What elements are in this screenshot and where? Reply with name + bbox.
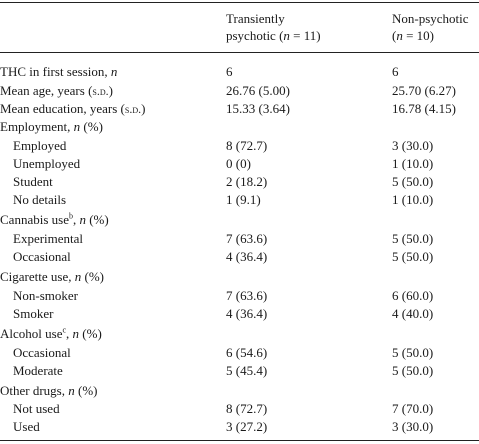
row-label-text: , <box>66 326 73 341</box>
row-label: Moderate <box>13 363 63 378</box>
row-label-sd: s.d. <box>92 84 109 98</box>
row-label: Alcohol usec, n (%) <box>0 324 102 343</box>
row-label-text: Cannabis use <box>0 212 69 227</box>
cell-transiently-psychotic: 4 (36.4) <box>226 249 268 264</box>
row-label: Mean education, years (s.d.) <box>0 99 145 119</box>
cell-non-psychotic: 6 (60.0) <box>392 288 434 303</box>
header-n: n <box>283 28 290 43</box>
cell-non-psychotic: 16.78 (4.15) <box>392 101 456 116</box>
cell-transiently-psychotic: 15.33 (3.64) <box>226 101 290 116</box>
cell-transiently-psychotic: 8 (72.7) <box>226 401 268 416</box>
cell-transiently-psychotic: 0 (0) <box>226 156 251 171</box>
cell-non-psychotic: 1 (10.0) <box>392 156 434 171</box>
row-label: Experimental <box>13 231 84 246</box>
cell-non-psychotic: 3 (30.0) <box>392 419 434 434</box>
header-text: = 10) <box>402 28 435 43</box>
column-header-line2: (n = 10) <box>392 27 469 44</box>
cell-non-psychotic: 7 (70.0) <box>392 401 434 416</box>
row-label: No details <box>13 192 67 207</box>
cell-transiently-psychotic: 7 (63.6) <box>226 288 268 303</box>
row-label-text: Mean education, years ( <box>0 101 125 116</box>
footnote-marker: b <box>68 211 73 221</box>
row-label: Employment, n (%) <box>0 117 103 136</box>
row-label-text: ) <box>141 101 146 116</box>
row-label: Student <box>13 174 53 189</box>
row-label-text: (%) <box>74 383 98 398</box>
row-label-text: (%) <box>79 326 102 341</box>
header-text: psychotic ( <box>226 28 284 43</box>
cell-transiently-psychotic: 2 (18.2) <box>226 174 268 189</box>
row-label: Cigarette use, n (%) <box>0 267 104 286</box>
cell-non-psychotic: 3 (30.0) <box>392 138 434 153</box>
row-label-text: Alcohol use <box>0 326 63 341</box>
row-label: Employed <box>13 138 67 153</box>
row-label-n: n <box>68 383 75 398</box>
cell-transiently-psychotic: 5 (45.4) <box>226 363 268 378</box>
row-label-n: n <box>73 119 81 134</box>
row-label: Mean age, years (s.d.) <box>0 81 113 101</box>
column-header-line2: psychotic (n = 11) <box>226 27 321 44</box>
row-label: Non-smoker <box>13 288 78 303</box>
row-label: THC in first session, n <box>0 62 117 81</box>
row-label-text: ) <box>108 83 113 98</box>
row-label: Other drugs, n (%) <box>0 381 98 400</box>
row-label-text: (%) <box>81 269 104 284</box>
row-label: Occasional <box>13 345 71 360</box>
header-text: ( <box>392 28 397 43</box>
row-label: Unemployed <box>13 156 81 171</box>
cell-transiently-psychotic: 6 (54.6) <box>226 345 268 360</box>
column-header-line1: Non-psychotic <box>392 11 469 26</box>
row-label: Used <box>13 419 40 434</box>
row-label: Occasional <box>13 249 71 264</box>
cell-transiently-psychotic: 4 (36.4) <box>226 306 268 321</box>
cell-non-psychotic: 5 (50.0) <box>392 231 434 246</box>
row-label-n: n <box>74 269 82 284</box>
cell-transiently-psychotic: 6 <box>226 64 233 79</box>
table-header-rule <box>0 52 479 53</box>
cell-non-psychotic: 5 (50.0) <box>392 174 434 189</box>
footnote-marker: c <box>62 325 67 335</box>
cell-non-psychotic: 5 (50.0) <box>392 345 434 360</box>
column-header-line1: Transiently <box>226 11 285 26</box>
column-header-non-psychotic: Non-psychotic (n = 10) <box>392 10 469 44</box>
column-header-transiently-psychotic: Transiently psychotic (n = 11) <box>226 10 321 44</box>
cell-transiently-psychotic: 7 (63.6) <box>226 231 268 246</box>
row-label: Not used <box>13 401 60 416</box>
cell-transiently-psychotic: 26.76 (5.00) <box>226 83 290 98</box>
header-text: = 11) <box>289 28 321 43</box>
row-label-text: Other drugs, <box>0 383 69 398</box>
row-label-n: n <box>110 64 118 79</box>
cell-transiently-psychotic: 1 (9.1) <box>226 192 261 207</box>
row-label: Cannabis useb, n (%) <box>0 210 109 229</box>
row-label-text: THC in first session, <box>0 64 111 79</box>
row-label-text: Cigarette use, <box>0 269 75 284</box>
cell-non-psychotic: 25.70 (6.27) <box>392 83 456 98</box>
row-label-text: Employment, <box>0 119 74 134</box>
table-top-rule <box>0 2 479 3</box>
row-label-n: n <box>79 212 86 227</box>
table-bottom-rule <box>0 440 479 441</box>
cell-non-psychotic: 1 (10.0) <box>392 192 434 207</box>
row-label-text: Mean age, years ( <box>0 83 93 98</box>
cell-non-psychotic: 5 (50.0) <box>392 363 434 378</box>
cell-transiently-psychotic: 3 (27.2) <box>226 419 268 434</box>
row-label-text: (%) <box>80 119 103 134</box>
row-label-text: , <box>72 212 80 227</box>
cell-non-psychotic: 6 <box>392 64 399 79</box>
row-label: Smoker <box>13 306 54 321</box>
header-n: n <box>396 28 403 43</box>
cell-non-psychotic: 4 (40.0) <box>392 306 434 321</box>
row-label-sd: s.d. <box>124 102 142 116</box>
row-label-n: n <box>72 326 80 341</box>
cell-non-psychotic: 5 (50.0) <box>392 249 434 264</box>
row-label-text: (%) <box>85 212 109 227</box>
cell-transiently-psychotic: 8 (72.7) <box>226 138 268 153</box>
